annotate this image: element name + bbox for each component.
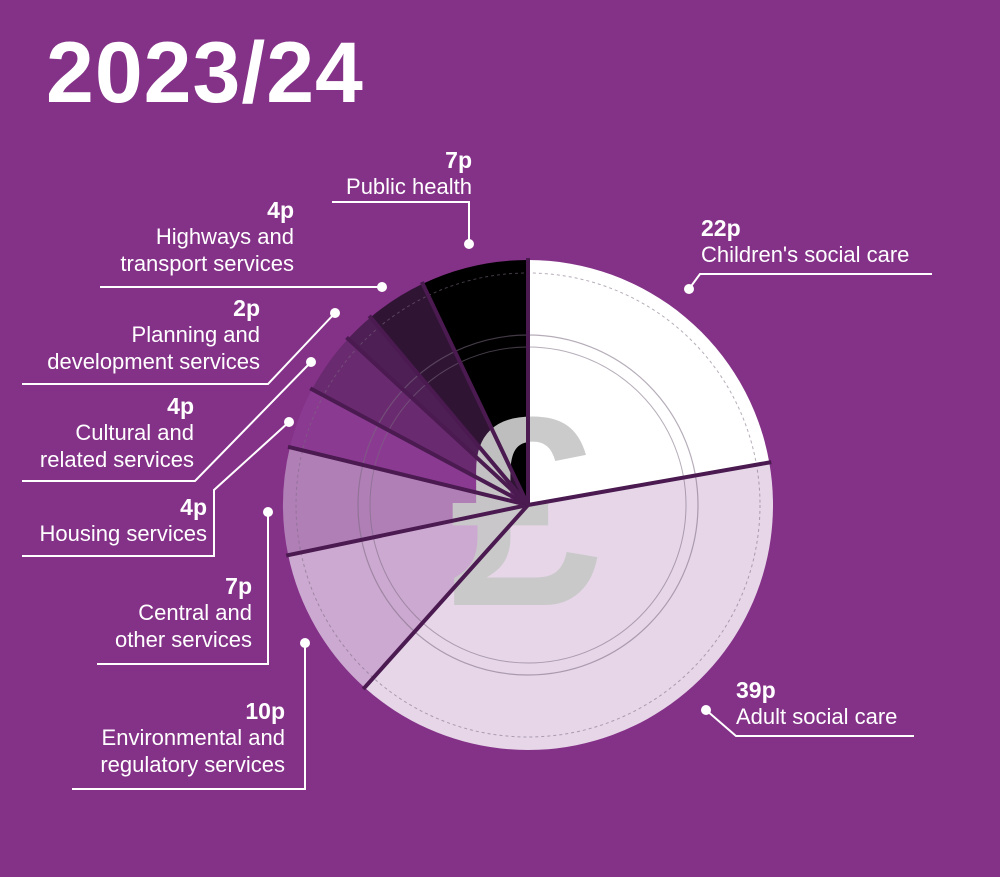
label-environmental: 10p Environmental and regulatory services bbox=[0, 699, 285, 779]
pie-slice bbox=[422, 260, 528, 505]
category-label: Central and other services bbox=[115, 600, 252, 652]
leader-childrens bbox=[688, 273, 932, 290]
leader-dot bbox=[306, 357, 316, 367]
category-label: Cultural and related services bbox=[39, 420, 194, 472]
leader-environmental bbox=[72, 643, 306, 790]
label-housing: 4p Housing services bbox=[0, 495, 207, 548]
leader-dot bbox=[464, 239, 474, 249]
slice-divider bbox=[420, 281, 530, 506]
category-label: Adult social care bbox=[736, 704, 898, 730]
pie-slice bbox=[348, 317, 528, 505]
leader-dot bbox=[330, 308, 340, 318]
slice-divider bbox=[527, 460, 772, 507]
slice-divider bbox=[309, 386, 529, 507]
leader-dot bbox=[701, 705, 711, 715]
slice-divider bbox=[285, 503, 529, 558]
leader-dot bbox=[300, 638, 310, 648]
slice-divider bbox=[361, 503, 530, 691]
leader-dot bbox=[263, 507, 273, 517]
pie-slice bbox=[289, 389, 528, 505]
slice-divider bbox=[345, 335, 530, 507]
leader-cultural bbox=[22, 361, 312, 482]
category-label: Planning and development services bbox=[47, 322, 260, 374]
value-label: 4p bbox=[180, 494, 207, 520]
label-childrens: 22p Children's social care bbox=[701, 216, 909, 269]
label-cultural: 4p Cultural and related services bbox=[0, 394, 194, 474]
leader-central bbox=[97, 512, 269, 665]
pound-sign-icon: £ bbox=[450, 362, 600, 663]
label-planning: 2p Planning and development services bbox=[0, 296, 260, 376]
pie-slice bbox=[312, 338, 528, 505]
pie-slice bbox=[364, 462, 773, 750]
leader-planning bbox=[22, 312, 336, 385]
label-adult: 39p Adult social care bbox=[736, 678, 897, 731]
leader-adult bbox=[705, 709, 914, 737]
leader-dot bbox=[284, 417, 294, 427]
category-label: Highways and transport services bbox=[120, 224, 294, 276]
value-label: 4p bbox=[167, 393, 194, 419]
value-label: 22p bbox=[701, 215, 741, 241]
pie-slice bbox=[370, 283, 528, 505]
category-label: Children's social care bbox=[701, 242, 910, 268]
pie-slice bbox=[282, 447, 528, 556]
leader-dot bbox=[377, 282, 387, 292]
leader-dot bbox=[684, 284, 694, 294]
label-central: 7p Central and other services bbox=[0, 574, 252, 654]
value-label: 7p bbox=[445, 147, 472, 173]
value-label: 7p bbox=[225, 573, 252, 599]
leader-public-health bbox=[332, 201, 470, 244]
label-public-health: 7p Public health bbox=[346, 148, 472, 201]
value-label: 39p bbox=[736, 677, 776, 703]
slice-divider bbox=[287, 444, 529, 507]
pie-slice bbox=[528, 260, 770, 505]
value-label: 2p bbox=[233, 295, 260, 321]
category-label: Environmental and regulatory services bbox=[100, 725, 285, 777]
leader-housing bbox=[22, 421, 290, 557]
category-label: Public health bbox=[346, 174, 472, 200]
value-label: 10p bbox=[245, 698, 285, 724]
label-highways: 4p Highways and transport services bbox=[0, 198, 294, 278]
chart-title: 2023/24 bbox=[46, 25, 364, 121]
pie-slice bbox=[288, 505, 528, 688]
category-label: Housing services bbox=[39, 521, 207, 547]
slice-divider bbox=[367, 314, 530, 507]
value-label: 4p bbox=[267, 197, 294, 223]
